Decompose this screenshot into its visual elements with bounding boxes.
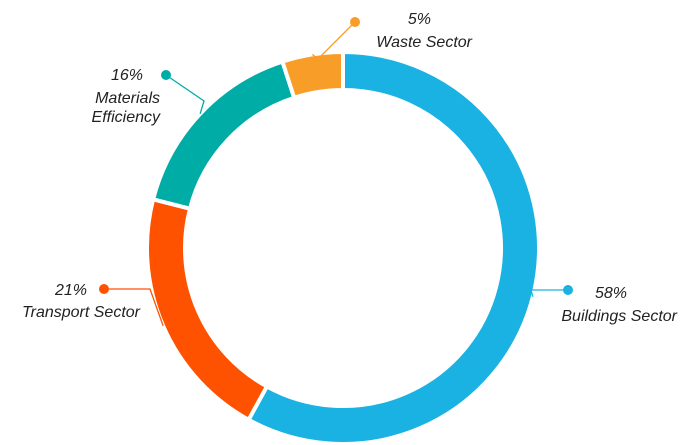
leader-dot-waste-sector (350, 17, 360, 27)
category-label-waste-sector: Waste Sector (376, 34, 472, 51)
leader-dot-materials-efficiency (161, 70, 171, 80)
category-label-materials-efficiency: Efficiency (92, 109, 161, 126)
donut-labels: 58% Buildings Sector 21% Transport Sector 16… (22, 11, 678, 327)
slice-waste-sector (279, 49, 345, 101)
data-label-materials-efficiency: 16% (111, 67, 143, 84)
leader-line-transport-sector (104, 288, 164, 327)
slice-transport-sector (145, 196, 270, 423)
data-label-transport-sector: 21% (54, 282, 87, 299)
leader-line-waste-sector (311, 21, 356, 60)
category-label-transport-sector: Transport Sector (22, 304, 141, 321)
data-label-waste-sector: 5% (408, 11, 431, 28)
category-label-buildings-sector: Buildings Sector (561, 308, 677, 325)
slice-materials-efficiency (150, 59, 297, 212)
data-label-buildings-sector: 58% (595, 285, 627, 302)
donut-slices (145, 49, 541, 445)
leader-dot-buildings-sector (563, 285, 573, 295)
slice-buildings-sector (245, 49, 541, 445)
leader-line-materials-efficiency (165, 74, 205, 115)
category-label-materials-efficiency: Materials (95, 90, 160, 107)
leader-line-buildings-sector (530, 289, 568, 297)
leader-dot-transport-sector (99, 284, 109, 294)
